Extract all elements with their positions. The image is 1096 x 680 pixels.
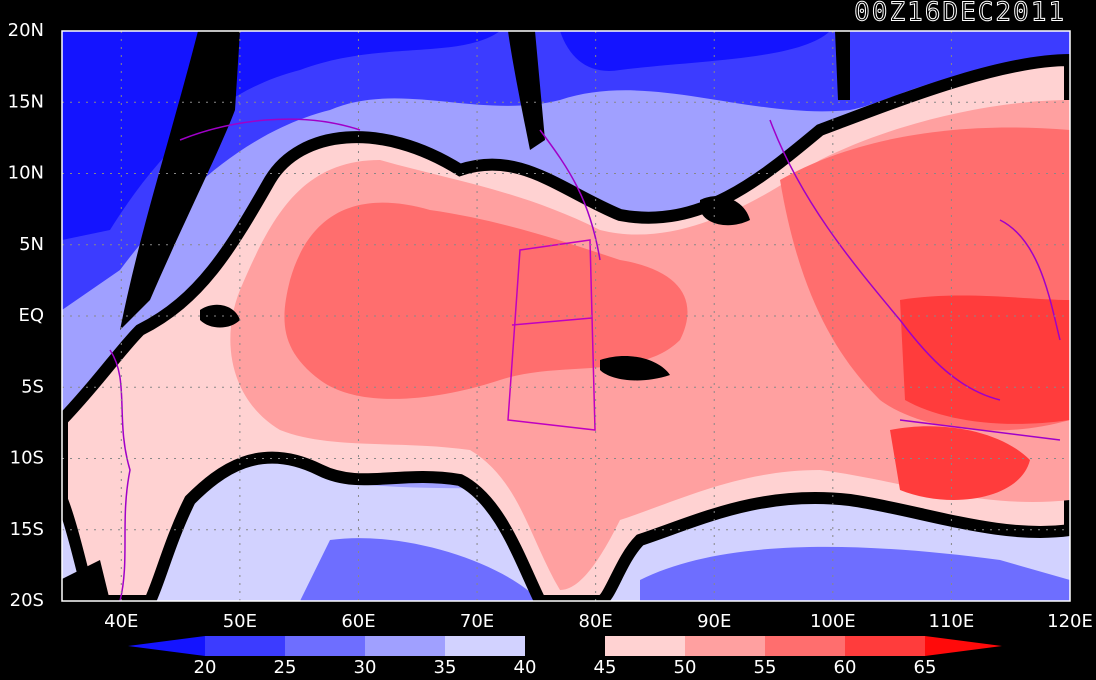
colorbar-swatch: [205, 636, 285, 656]
colorbar-swatch: [285, 636, 365, 656]
colorbar-label: 30: [354, 657, 377, 678]
lat-label: 20N: [8, 20, 44, 41]
region-lowest: [560, 31, 830, 71]
colorbar-label: 40: [514, 657, 537, 678]
colorbar-label: 50: [674, 657, 697, 678]
colorbar-label: 45: [594, 657, 617, 678]
lat-label: 10S: [10, 448, 44, 469]
colorbar-label: 35: [434, 657, 457, 678]
colorbar-swatch: [685, 636, 765, 656]
region-lowest: [62, 31, 500, 240]
colorbar: 20 25 30 35 40 45 50 55 60 65: [128, 636, 1002, 678]
lat-label: 5N: [19, 234, 44, 255]
colorbar-swatch: [605, 636, 685, 656]
colorbar-arrow: [128, 636, 205, 656]
colorbar-swatch: [845, 636, 925, 656]
region-highest: [284, 202, 688, 399]
lon-label: 70E: [460, 611, 494, 632]
missing-data: [120, 31, 850, 330]
lon-label: 120E: [1047, 611, 1093, 632]
colorbar-label: 20: [194, 657, 217, 678]
coastline: [109, 118, 1061, 601]
lon-label: 110E: [929, 611, 975, 632]
boundary: [507, 239, 596, 431]
colorbar-swatch: [445, 636, 525, 656]
colorbar-swatch: [365, 636, 445, 656]
lat-label: 10N: [8, 163, 44, 184]
lon-label: 90E: [697, 611, 731, 632]
region-peak: [890, 295, 1070, 500]
lat-label: 5S: [21, 376, 44, 397]
colorbar-arrow: [925, 636, 1002, 656]
colorbar-label: 55: [754, 657, 777, 678]
lon-label: 80E: [579, 611, 613, 632]
map-frame: [61, 30, 1071, 602]
field: [62, 31, 1070, 601]
lon-label: 100E: [810, 611, 856, 632]
lat-label: 15S: [10, 519, 44, 540]
lon-label: 40E: [104, 611, 138, 632]
colorbar-label: 65: [914, 657, 937, 678]
lon-label: 50E: [223, 611, 257, 632]
colorbar-swatch: [765, 636, 845, 656]
lat-label: 20S: [10, 590, 44, 611]
region-low-south: [300, 538, 1070, 601]
colorbar-label: 25: [274, 657, 297, 678]
graticule: [62, 31, 1070, 601]
title: 00Z16DEC2011: [854, 0, 1066, 28]
lat-label: 15N: [8, 91, 44, 112]
lon-label: 60E: [341, 611, 375, 632]
region-low: [62, 31, 1070, 310]
colorbar-swatch: [525, 636, 605, 656]
lat-label: EQ: [18, 305, 44, 326]
colorbar-label: 60: [834, 657, 857, 678]
